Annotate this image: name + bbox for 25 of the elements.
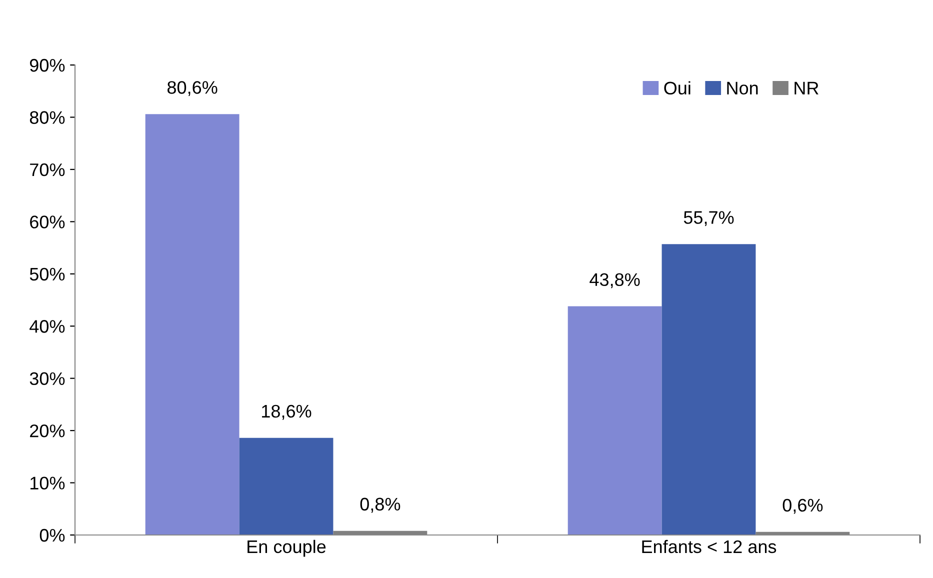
data-label: 18,6% <box>262 404 312 420</box>
bar <box>568 306 662 535</box>
y-tick-label: 20% <box>30 424 65 438</box>
y-tick-label: 70% <box>30 163 65 176</box>
y-tick-label: 60% <box>30 216 65 228</box>
legend-label: Non <box>727 82 758 95</box>
bar <box>662 244 756 535</box>
data-label: 0,6% <box>782 498 823 514</box>
legend-label: NR <box>794 82 818 94</box>
data-label: 55,7% <box>684 211 734 226</box>
y-tick-label: 0% <box>40 528 65 542</box>
x-tick-label: En couple <box>248 540 326 557</box>
y-tick-label: 80% <box>30 111 65 124</box>
y-tick-label: 40% <box>30 320 65 333</box>
y-tick-label: 50% <box>30 268 65 281</box>
data-label: 80,6% <box>168 81 218 96</box>
x-tick-label: Enfants < 12 ans <box>642 540 776 554</box>
y-tick-label: 90% <box>30 58 65 72</box>
data-label: 0,8% <box>360 498 400 513</box>
y-tick-label: 10% <box>30 476 65 490</box>
bar <box>239 438 334 535</box>
y-tick-label: 30% <box>30 372 65 386</box>
data-label: 43,8% <box>590 273 640 288</box>
legend-label: Oui <box>664 81 690 95</box>
bar <box>145 114 240 535</box>
